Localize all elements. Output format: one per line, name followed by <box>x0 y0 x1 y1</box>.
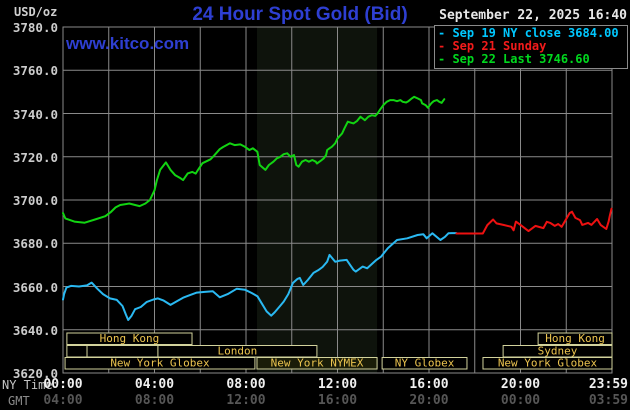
x-axis-tick-gmt: 12:00 <box>226 393 266 408</box>
legend-box: - Sep 19 NY close 3684.00 - Sep 21 Sunda… <box>434 25 628 69</box>
session-label: New York Globex <box>110 357 210 370</box>
x-axis-tick-ny: 16:00 <box>409 377 449 392</box>
y-axis-tick-label: 3680.0 <box>12 236 58 252</box>
session-label: Sydney <box>538 345 578 358</box>
plot-border <box>62 26 613 374</box>
page-title: 24 Hour Spot Gold (Bid) <box>192 4 408 25</box>
session-label: New York NYMEX <box>271 357 364 370</box>
legend-item-sep21: - Sep 21 Sunday <box>438 39 547 53</box>
y-axis-tick-label: 3660.0 <box>12 279 58 295</box>
session-label: New York Globex <box>498 357 598 370</box>
x-axis-tick-gmt: 16:00 <box>317 393 358 408</box>
price-line-sep19 <box>62 232 458 321</box>
session-box <box>64 357 256 370</box>
kitco-watermark-link[interactable]: www.kitco.com <box>66 34 190 53</box>
price-line-sep21 <box>455 207 613 235</box>
x-axis-tick-ny: 08:00 <box>226 377 266 392</box>
x-axis-tick-ny: 20:00 <box>500 377 541 392</box>
y-axis-tick-label: 3620.0 <box>12 366 58 381</box>
session-box <box>482 357 613 370</box>
session-box <box>86 345 159 358</box>
session-box <box>66 332 193 345</box>
x-axis-tick-ny: 04:00 <box>134 377 175 392</box>
x-axis-tick-gmt: 00:00 <box>500 393 541 408</box>
x-axis-tick-gmt: 03:59 <box>588 393 628 408</box>
ny-time-axis-caption: NY Time <box>2 378 53 392</box>
chart-datetime: September 22, 2025 16:40 <box>439 8 627 23</box>
session-box <box>381 357 468 370</box>
y-axis-tick-label: 3700.0 <box>12 193 58 208</box>
x-axis-tick-ny: 12:00 <box>317 377 358 392</box>
session-box <box>66 345 88 358</box>
y-axis-tick-label: 3640.0 <box>12 322 58 338</box>
session-label: NY Globex <box>395 357 455 370</box>
x-axis-tick-ny: 23:59 <box>588 377 628 392</box>
y-axis-tick-label: 3780.0 <box>12 20 58 35</box>
y-axis-tick-label: 3720.0 <box>12 149 58 165</box>
gmt-axis-caption: GMT <box>8 394 30 408</box>
x-axis-tick-gmt: 04:00 <box>43 393 83 408</box>
legend-item-sep19: - Sep 19 NY close 3684.00 <box>438 26 619 40</box>
session-label: Hong Kong <box>100 332 160 345</box>
y-axis-tick-label: 3760.0 <box>12 63 58 79</box>
x-axis-tick-gmt: 08:00 <box>134 393 175 408</box>
y-axis-tick-label: 3740.0 <box>12 106 58 122</box>
session-box <box>256 357 378 370</box>
x-axis-tick-ny: 00:00 <box>43 377 83 392</box>
price-line-sep22 <box>62 95 446 224</box>
x-axis-tick-gmt: 20:00 <box>409 393 449 408</box>
session-label: London <box>218 345 258 358</box>
unit-label: USD/oz <box>14 5 58 19</box>
session-box <box>537 332 613 345</box>
legend-item-sep22: - Sep 22 Last 3746.60 <box>438 52 590 66</box>
session-label: Hong Kong <box>545 332 605 345</box>
